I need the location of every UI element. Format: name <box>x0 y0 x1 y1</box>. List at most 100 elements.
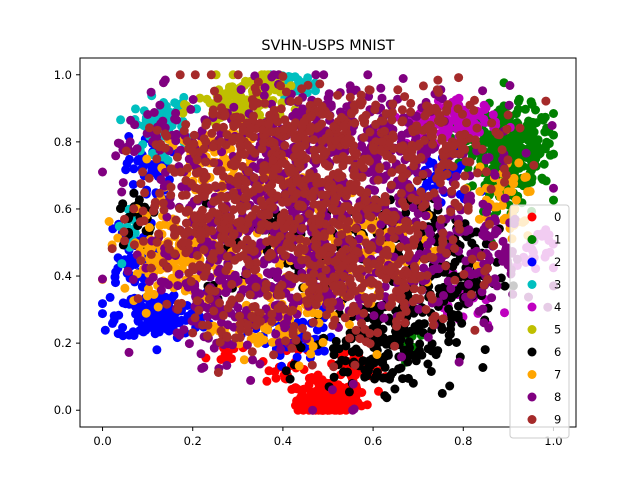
point-digit-9 <box>454 73 464 83</box>
point-digit-9 <box>442 106 451 116</box>
point-digit-1 <box>532 140 542 150</box>
point-digit-8 <box>196 349 206 359</box>
point-digit-8 <box>487 293 497 303</box>
point-digit-9 <box>235 319 245 329</box>
point-digit-9 <box>227 279 237 289</box>
point-digit-9 <box>385 266 395 276</box>
point-digit-7 <box>372 350 382 359</box>
point-digit-9 <box>208 249 218 259</box>
point-digit-1 <box>520 104 530 114</box>
point-digit-8 <box>446 284 456 294</box>
point-digit-9 <box>359 133 369 142</box>
point-digit-2 <box>98 299 107 309</box>
point-digit-9 <box>502 124 512 134</box>
point-digit-8 <box>188 95 198 104</box>
point-digit-9 <box>281 336 290 346</box>
point-digit-9 <box>351 247 361 256</box>
point-digit-9 <box>220 110 230 120</box>
point-digit-8 <box>236 85 246 95</box>
point-digit-6 <box>405 349 415 359</box>
point-digit-6 <box>285 374 295 384</box>
point-digit-9 <box>388 99 398 109</box>
point-digit-9 <box>154 229 164 239</box>
point-digit-9 <box>396 188 406 198</box>
point-digit-8 <box>160 75 170 85</box>
point-digit-9 <box>351 224 361 233</box>
point-digit-9 <box>377 137 387 146</box>
point-digit-9 <box>403 268 413 278</box>
point-digit-9 <box>294 200 304 210</box>
point-digit-9 <box>249 99 258 109</box>
point-digit-8 <box>439 291 448 300</box>
point-digit-9 <box>235 140 245 150</box>
point-digit-9 <box>311 242 321 252</box>
point-digit-9 <box>208 207 218 217</box>
point-digit-6 <box>377 358 387 368</box>
point-digit-9 <box>235 217 245 226</box>
point-digit-9 <box>426 291 436 300</box>
point-digit-8 <box>146 87 156 97</box>
point-digit-9 <box>208 109 218 119</box>
point-digit-9 <box>295 234 305 244</box>
point-digit-8 <box>490 229 500 239</box>
point-digit-8 <box>117 187 127 197</box>
point-digit-7 <box>141 308 151 318</box>
point-digit-5 <box>227 82 237 92</box>
point-digit-9 <box>201 137 211 147</box>
point-digit-9 <box>188 147 198 156</box>
point-digit-9 <box>233 70 243 80</box>
point-digit-8 <box>276 344 286 354</box>
point-digit-2 <box>133 316 143 326</box>
point-digit-1 <box>549 195 558 205</box>
point-digit-9 <box>500 177 509 187</box>
point-digit-9 <box>178 237 188 247</box>
point-digit-7 <box>149 289 159 299</box>
point-digit-9 <box>382 245 392 255</box>
point-digit-9 <box>274 289 284 299</box>
point-digit-2 <box>114 310 124 320</box>
point-digit-9 <box>337 230 347 239</box>
point-digit-9 <box>145 123 154 133</box>
point-digit-9 <box>364 211 374 221</box>
point-digit-9 <box>355 185 365 195</box>
point-digit-7 <box>142 154 152 164</box>
point-digit-9 <box>351 325 361 335</box>
point-digit-9 <box>470 95 479 105</box>
point-digit-9 <box>400 302 409 312</box>
point-digit-6 <box>344 387 354 397</box>
point-digit-9 <box>180 230 190 240</box>
point-digit-9 <box>330 195 340 205</box>
point-digit-9 <box>160 143 170 153</box>
point-digit-9 <box>489 241 499 251</box>
point-digit-9 <box>120 214 129 224</box>
point-digit-9 <box>221 266 231 276</box>
point-digit-9 <box>306 112 316 122</box>
point-digit-9 <box>387 115 397 125</box>
point-digit-9 <box>196 234 206 244</box>
point-digit-1 <box>494 138 504 148</box>
point-digit-1 <box>524 116 534 126</box>
point-digit-9 <box>485 219 494 229</box>
point-digit-9 <box>292 143 302 153</box>
point-digit-2 <box>113 329 123 339</box>
point-digit-9 <box>361 337 371 347</box>
point-digit-9 <box>155 188 165 198</box>
point-digit-9 <box>412 220 422 230</box>
point-digit-0 <box>353 397 363 407</box>
point-digit-8 <box>479 318 489 328</box>
point-digit-9 <box>346 253 356 263</box>
point-digit-9 <box>206 70 216 80</box>
point-digit-8 <box>130 120 140 130</box>
point-digit-6 <box>281 366 291 376</box>
point-digit-9 <box>197 227 207 237</box>
point-digit-9 <box>409 240 419 250</box>
point-digit-9 <box>152 154 162 164</box>
point-digit-9 <box>207 128 217 138</box>
point-digit-9 <box>329 272 339 282</box>
point-digit-9 <box>398 172 408 182</box>
point-digit-9 <box>309 199 319 209</box>
y-tick-label: 0.4 <box>54 269 72 283</box>
point-digit-9 <box>259 131 269 141</box>
point-digit-6 <box>423 359 433 369</box>
